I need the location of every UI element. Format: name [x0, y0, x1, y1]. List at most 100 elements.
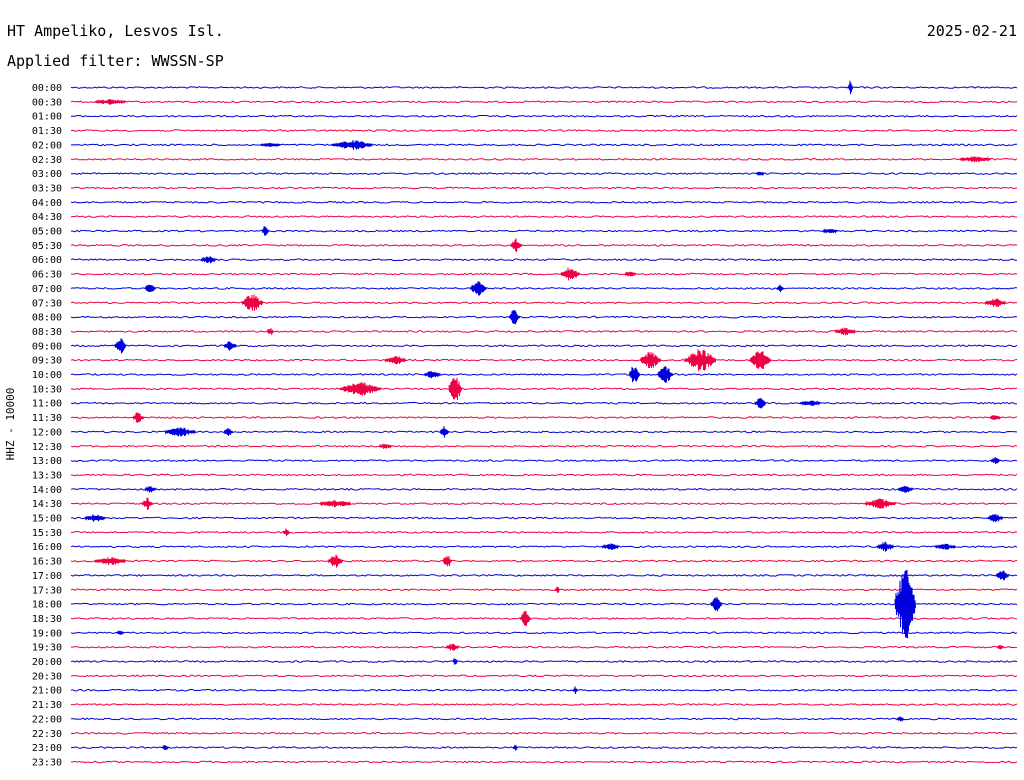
- trace-line: [70, 387, 1018, 391]
- event-burst: [624, 271, 636, 277]
- row-label: 10:00: [32, 370, 62, 381]
- event-burst: [799, 400, 821, 406]
- trace-line: [70, 129, 1018, 132]
- row-label: 15:30: [32, 528, 62, 539]
- trace-line: [70, 444, 1018, 448]
- event-burst: [628, 366, 640, 383]
- event-burst: [223, 340, 237, 351]
- row-label: 04:30: [32, 212, 62, 223]
- trace-line: [70, 631, 1018, 635]
- row-label: 19:00: [32, 628, 62, 639]
- event-burst: [896, 716, 904, 722]
- trace-line: [70, 358, 1018, 362]
- row-label: 02:30: [32, 155, 62, 166]
- event-burst: [94, 557, 126, 565]
- event-burst: [164, 427, 196, 437]
- row-label: 02:00: [32, 140, 62, 151]
- row-label: 23:00: [32, 743, 62, 754]
- event-burst: [987, 514, 1003, 522]
- trace-line: [70, 559, 1018, 563]
- event-burst: [684, 349, 716, 372]
- event-burst: [572, 686, 578, 695]
- trace-line: [70, 215, 1018, 218]
- row-label: 12:00: [32, 427, 62, 438]
- event-burst: [144, 284, 156, 293]
- trace-line: [70, 688, 1018, 692]
- row-label: 18:30: [32, 614, 62, 625]
- row-label: 05:00: [32, 227, 62, 238]
- event-burst: [990, 457, 1000, 465]
- row-label: 10:30: [32, 384, 62, 395]
- event-burst: [114, 338, 126, 354]
- trace-line: [70, 301, 1018, 305]
- event-burst: [327, 554, 343, 568]
- row-label: 04:00: [32, 198, 62, 209]
- trace-line: [70, 545, 1018, 549]
- trace-line: [70, 344, 1018, 348]
- event-burst: [508, 309, 520, 325]
- trace-line: [70, 200, 1018, 204]
- event-burst: [984, 298, 1006, 308]
- row-label: 11:30: [32, 413, 62, 424]
- trace-line: [70, 760, 1018, 764]
- row-label: 17:30: [32, 585, 62, 596]
- row-label: 03:00: [32, 169, 62, 180]
- trace-line: [70, 602, 1018, 606]
- event-burst: [452, 658, 458, 665]
- trace-line: [71, 143, 1017, 147]
- row-label: 22:30: [32, 729, 62, 740]
- row-label: 12:30: [32, 442, 62, 453]
- trace-line: [70, 473, 1018, 477]
- trace-line: [70, 373, 1018, 376]
- event-burst: [384, 355, 406, 365]
- trace-line: [70, 100, 1018, 104]
- event-burst: [423, 370, 441, 379]
- event-burst: [259, 142, 281, 148]
- event-burst: [897, 486, 913, 493]
- trace-line: [70, 660, 1018, 663]
- trace-line: [70, 731, 1018, 735]
- row-label: 16:30: [32, 557, 62, 568]
- event-burst: [601, 543, 619, 550]
- row-label: 09:30: [32, 356, 62, 367]
- event-burst: [442, 555, 452, 567]
- trace-line: [70, 315, 1018, 319]
- trace-line: [70, 530, 1018, 534]
- event-burst: [282, 528, 290, 537]
- row-labels: 00:00 00:30 01:00 01:30 02:00 02:30 03:00 03:30…: [32, 83, 62, 768]
- event-burst: [959, 156, 991, 163]
- trace-line: [70, 703, 1018, 706]
- trace-line: [70, 416, 1018, 419]
- event-burst: [847, 80, 853, 95]
- trace-line: [70, 487, 1018, 491]
- event-burst: [445, 643, 459, 651]
- row-label: 05:30: [32, 241, 62, 252]
- trace-line: [70, 588, 1018, 592]
- events: [84, 80, 1009, 751]
- event-burst: [560, 267, 580, 281]
- event-burst: [378, 443, 392, 449]
- trace-line: [70, 573, 1018, 577]
- event-burst: [822, 228, 838, 234]
- trace-line: [70, 272, 1018, 276]
- event-burst: [241, 294, 263, 312]
- row-label: 17:00: [32, 571, 62, 582]
- traces: [70, 86, 1018, 764]
- event-burst: [710, 596, 722, 612]
- row-label: 21:00: [32, 686, 62, 697]
- trace-line: [70, 243, 1018, 247]
- event-burst: [934, 543, 956, 550]
- trace-line: [70, 617, 1018, 620]
- event-burst: [876, 541, 894, 552]
- row-label: 14:30: [32, 499, 62, 510]
- event-burst: [141, 497, 153, 510]
- event-burst: [834, 327, 856, 336]
- row-label: 07:30: [32, 298, 62, 309]
- trace-line: [70, 86, 1018, 89]
- event-burst: [995, 570, 1009, 581]
- event-burst: [639, 352, 661, 369]
- row-label: 20:30: [32, 671, 62, 682]
- trace-line: [70, 459, 1018, 463]
- event-burst: [266, 328, 274, 335]
